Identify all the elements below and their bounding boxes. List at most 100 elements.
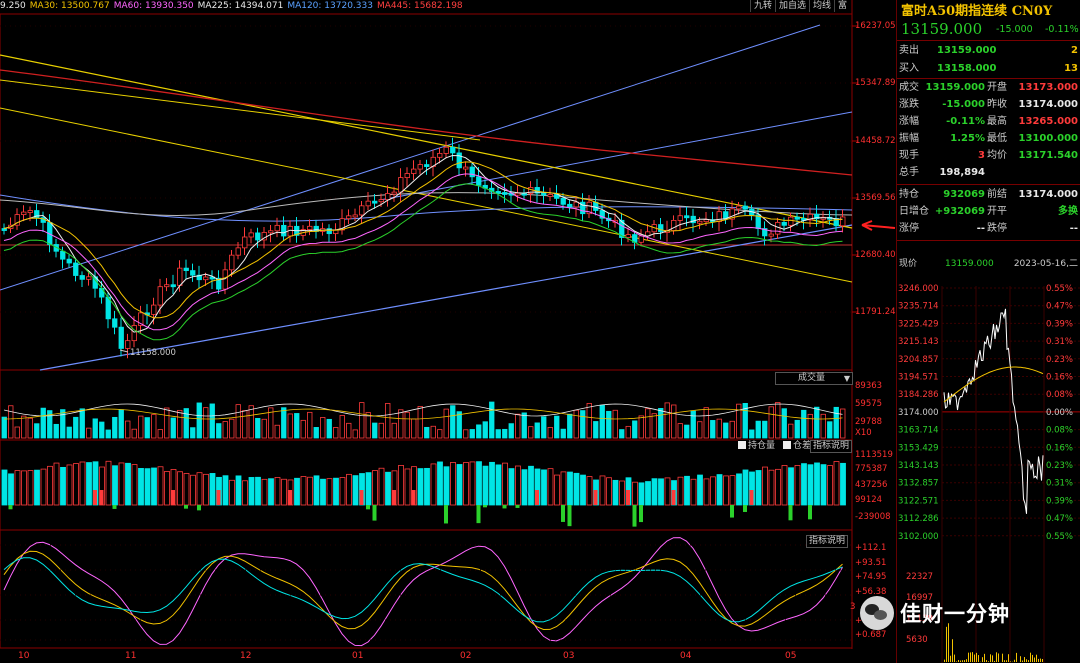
candle: [196, 274, 202, 281]
candle: [151, 304, 157, 315]
oi-legend: 持仓量 仓差: [738, 440, 820, 453]
volume-bar: [378, 422, 384, 439]
oi-diff-bar: [749, 490, 754, 505]
intraday-volume-bar: [964, 660, 965, 662]
intraday-chart[interactable]: 3246.000 0.55% 3235.714 0.47% 3225.429 0.39% 3…: [896, 272, 1080, 663]
intraday-volume-bar: [1026, 659, 1027, 662]
volume-bar: [749, 429, 755, 439]
volume-bar: [287, 413, 293, 439]
volume-bar: [469, 429, 475, 439]
intraday-volume-bar: [1036, 654, 1037, 662]
oi-bar: [190, 474, 196, 506]
oi-bar: [326, 478, 333, 506]
oi-bar: [404, 468, 411, 506]
intraday-volume-bar: [956, 661, 957, 662]
oi-bar: [27, 470, 34, 506]
candle: [781, 221, 787, 226]
oi-bar: [229, 479, 235, 506]
oi-bar: [710, 476, 716, 506]
oi-bar: [40, 468, 47, 506]
intraday-volume-bar: [1030, 652, 1031, 662]
candle: [580, 201, 586, 215]
volume-bar: [781, 408, 787, 439]
candle: [229, 254, 235, 271]
oi-bar: [833, 461, 840, 506]
oi-bar: [138, 468, 144, 506]
candle: [463, 166, 469, 170]
volume-bar: [40, 407, 46, 439]
oi-indicator-help-button[interactable]: 指标说明: [810, 440, 853, 453]
volume-bar: [73, 416, 79, 439]
intraday-price-label: 3174.000: [898, 408, 939, 418]
volume-bar: [827, 421, 833, 439]
oi-axis-label: 437256: [855, 480, 888, 490]
oi-legend-diff[interactable]: 仓差: [783, 440, 815, 453]
volume-bar: [8, 405, 14, 439]
quote-label: 跌停: [987, 223, 1007, 234]
volume-bar: [684, 424, 690, 439]
chevron-down-icon[interactable]: ▼: [843, 374, 850, 383]
volume-bar: [99, 421, 105, 439]
oi-bar: [586, 476, 593, 506]
candle: [469, 166, 475, 178]
oi-bar: [567, 471, 573, 506]
intraday-volume-label: 22327: [906, 572, 933, 582]
volume-bar: [463, 429, 469, 439]
volume-bar: [170, 417, 176, 439]
oi-bar: [638, 482, 645, 506]
price-axis-label: 11791.24: [855, 307, 896, 317]
oi-bar: [183, 473, 190, 506]
intraday-price-label: 3122.571: [898, 496, 939, 506]
oi-bar: [606, 477, 612, 506]
oi-bar: [21, 470, 27, 506]
volume-bar: [833, 406, 839, 439]
checkbox-icon[interactable]: [738, 441, 746, 449]
oi-legend-position[interactable]: 持仓量: [738, 440, 779, 453]
oi-diff-bar: [372, 505, 377, 521]
volume-bar: [411, 418, 417, 439]
volume-panel-title[interactable]: 成交量 ▼: [775, 372, 853, 385]
intraday-pct-label: 0.47%: [1046, 302, 1073, 312]
candle: [281, 224, 287, 237]
ma-line: [3, 161, 843, 319]
candle: [690, 215, 696, 224]
oi-bar: [554, 474, 560, 506]
oi-diff-bar: [567, 505, 572, 527]
quote-value: --: [1069, 223, 1078, 234]
toolbar-ma-button[interactable]: 均线: [809, 0, 834, 12]
volume-bar: [703, 407, 709, 439]
checkbox-icon[interactable]: [783, 441, 792, 449]
oi-diff-bar: [476, 505, 481, 524]
oi-bar: [34, 469, 40, 506]
volume-bar: [814, 406, 820, 439]
oi-bar: [560, 471, 567, 506]
candle: [411, 168, 417, 174]
toolbar-jiuzhuan-button[interactable]: 九转: [750, 0, 775, 12]
quote-row: 持仓 932069 前结 13174.000: [897, 186, 1080, 203]
oi-bar: [248, 477, 255, 506]
toolbar-more-button[interactable]: 富: [834, 0, 850, 12]
oi-bar: [840, 462, 846, 506]
intraday-price-label: 3194.571: [898, 373, 939, 383]
oi-bar: [775, 468, 781, 506]
bid-row: 买入 13158.000 13: [897, 60, 1080, 77]
oi-diff-bar: [535, 490, 539, 505]
volume-bar: [599, 404, 605, 439]
ma-legend-item: MA225: 14394.071: [197, 1, 284, 11]
candle: [567, 203, 573, 208]
intraday-price-label: 3235.714: [898, 302, 939, 312]
osc-indicator-help-button[interactable]: 指标说明: [806, 535, 849, 548]
trendline-yellow: [0, 54, 853, 229]
volume-bar: [333, 427, 339, 439]
toolbar-add-watchlist-button[interactable]: 加自选: [775, 0, 809, 12]
intraday-price-label: 3102.000: [898, 532, 939, 542]
volume-bar: [300, 419, 306, 439]
trendline-yellow: [0, 79, 481, 141]
oi-bar: [203, 473, 209, 506]
candle: [437, 153, 443, 158]
volume-bar: [508, 423, 514, 439]
volume-bar: [840, 408, 846, 439]
volume-bar: [788, 423, 794, 439]
candle: [157, 286, 163, 306]
